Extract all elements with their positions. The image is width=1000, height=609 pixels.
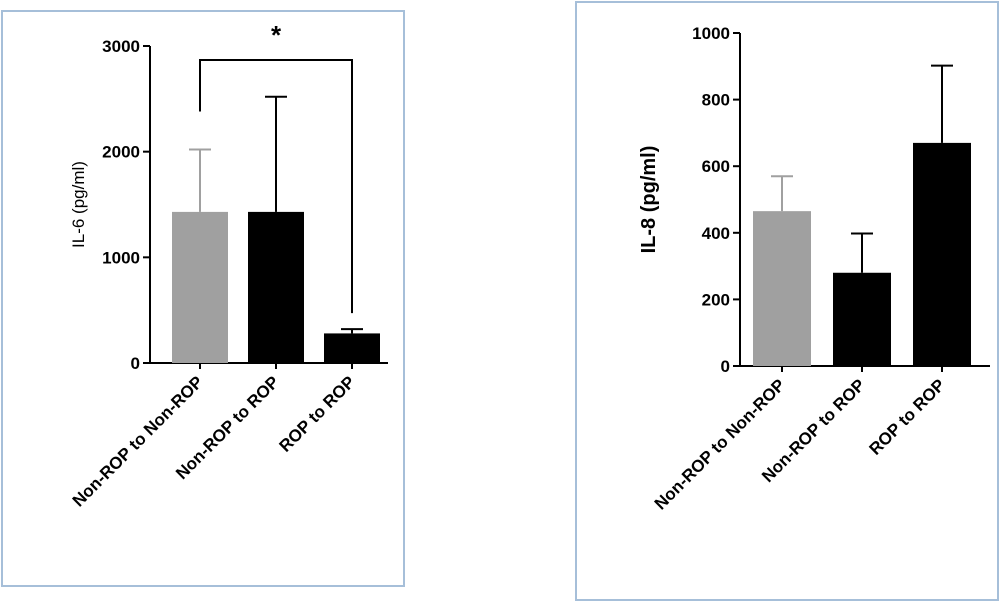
x-category-label: ROP to ROP — [275, 372, 358, 455]
y-tick-label: 0 — [131, 354, 140, 373]
y-tick-label: 400 — [702, 224, 730, 243]
chart-il6: 0 1000 2000 3000 IL-6 (pg/ml) Non-ROP to Non-… — [69, 20, 388, 510]
y-tick-label: 2000 — [102, 143, 140, 162]
bar — [324, 333, 380, 363]
bar — [753, 211, 811, 366]
y-tick-label: 200 — [702, 290, 730, 309]
bar — [833, 272, 891, 366]
x-category-label: ROP to ROP — [865, 375, 948, 458]
panel-frame-il8 — [575, 1, 999, 601]
significance-marker: * — [271, 20, 282, 50]
y-tick-label: 3000 — [102, 37, 140, 56]
chart-il8: 0 200 400 600 800 1000 IL-8 (pg/ml) Non-ROP to … — [638, 24, 990, 513]
y-tick-label: 600 — [702, 157, 730, 176]
bar — [248, 211, 304, 363]
bar — [172, 211, 228, 363]
y-tick-label: 1000 — [102, 248, 140, 267]
x-category-label: Non-ROP to Non-ROP — [69, 372, 207, 510]
bar — [913, 142, 971, 366]
y-tick-label: 0 — [721, 357, 730, 376]
y-axis-title: IL-6 (pg/ml) — [69, 161, 88, 248]
significance-bracket — [199, 59, 353, 314]
y-axis-title: IL-8 (pg/ml) — [638, 146, 660, 254]
x-category-label: Non-ROP to Non-ROP — [651, 375, 789, 513]
y-tick-label: 800 — [702, 91, 730, 110]
y-tick-label: 1000 — [692, 24, 730, 43]
panel-frame-il6 — [1, 10, 405, 587]
